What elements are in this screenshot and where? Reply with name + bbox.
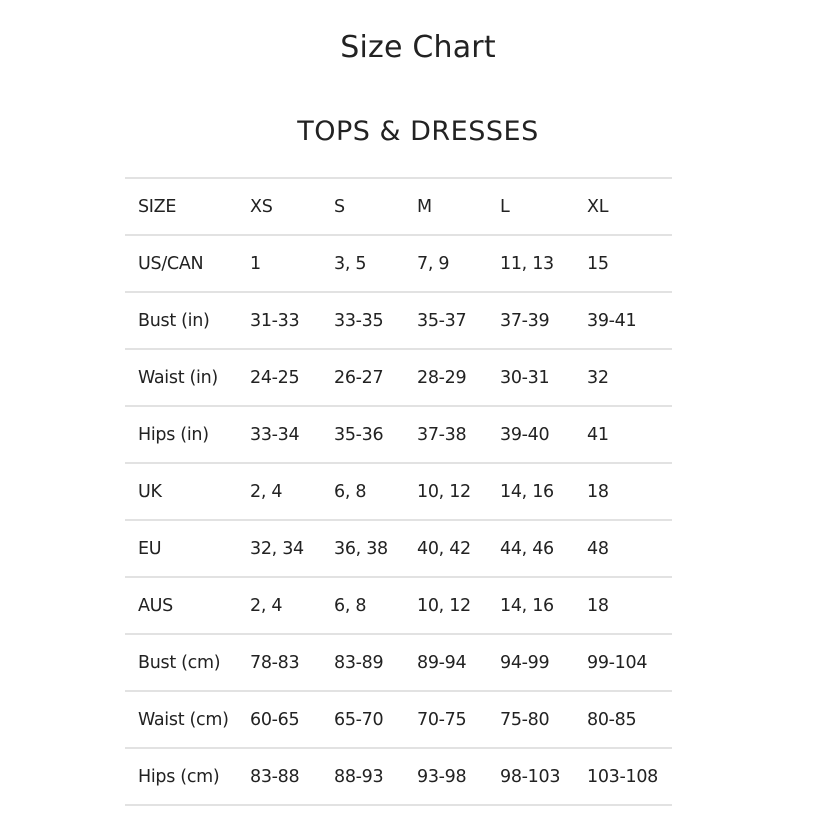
table-cell: 31-33 [250,292,334,350]
table-cell: 93-98 [417,748,500,806]
row-label: SIZE [125,178,250,236]
table-cell: 60-65 [250,691,334,749]
table-cell: 18 [587,463,672,521]
row-label: Hips (in) [125,406,250,464]
section-title: TOPS & DRESSES [297,116,539,147]
table-cell: 14, 16 [500,577,587,635]
table-cell: 24-25 [250,349,334,407]
table-cell: 44, 46 [500,520,587,578]
page-title: Size Chart [340,30,496,65]
row-label: Bust (cm) [125,634,250,692]
table-row: Hips (cm) 83-88 88-93 93-98 98-103 103-108 [125,748,672,806]
table-cell: 3, 5 [334,235,417,293]
row-label: AUS [125,577,250,635]
row-label: US/CAN [125,235,250,293]
table-row: Bust (in) 31-33 33-35 35-37 37-39 39-41 [125,292,672,350]
size-chart-table: SIZE XS S M L XL US/CAN 1 3, 5 7, 9 11, 13 15 Bust (… [125,177,672,806]
table-cell: XL [587,178,672,236]
table-cell: 6, 8 [334,577,417,635]
table-row: Hips (in) 33-34 35-36 37-38 39-40 41 [125,406,672,464]
table-cell: 36, 38 [334,520,417,578]
table-cell: 35-36 [334,406,417,464]
table-cell: 39-41 [587,292,672,350]
table-cell: 32, 34 [250,520,334,578]
row-label: Waist (cm) [125,691,250,749]
table-row: Waist (in) 24-25 26-27 28-29 30-31 32 [125,349,672,407]
table-cell: 99-104 [587,634,672,692]
table-cell: S [334,178,417,236]
table-cell: XS [250,178,334,236]
row-label: Waist (in) [125,349,250,407]
table-cell: 10, 12 [417,463,500,521]
table-cell: 41 [587,406,672,464]
table-cell: 94-99 [500,634,587,692]
table-cell: 83-88 [250,748,334,806]
table-cell: M [417,178,500,236]
table-cell: 35-37 [417,292,500,350]
table-cell: 88-93 [334,748,417,806]
table-cell: 37-39 [500,292,587,350]
table-cell: 33-35 [334,292,417,350]
table-cell: 40, 42 [417,520,500,578]
table-cell: 89-94 [417,634,500,692]
table-row: US/CAN 1 3, 5 7, 9 11, 13 15 [125,235,672,293]
table-cell: 7, 9 [417,235,500,293]
row-label: EU [125,520,250,578]
table-row: Bust (cm) 78-83 83-89 89-94 94-99 99-104 [125,634,672,692]
table-cell: 48 [587,520,672,578]
table-cell: 98-103 [500,748,587,806]
table-cell: 39-40 [500,406,587,464]
header-row: SIZE XS S M L XL [125,178,672,236]
table-cell: 32 [587,349,672,407]
table-cell: 75-80 [500,691,587,749]
table-cell: 10, 12 [417,577,500,635]
table-cell: 33-34 [250,406,334,464]
table-cell: 14, 16 [500,463,587,521]
table-row: UK 2, 4 6, 8 10, 12 14, 16 18 [125,463,672,521]
table-cell: 2, 4 [250,577,334,635]
row-label: Bust (in) [125,292,250,350]
table-cell: 65-70 [334,691,417,749]
row-label: Hips (cm) [125,748,250,806]
row-label: UK [125,463,250,521]
table-cell: 18 [587,577,672,635]
table-cell: 15 [587,235,672,293]
table-cell: 26-27 [334,349,417,407]
table-cell: 11, 13 [500,235,587,293]
table-cell: 70-75 [417,691,500,749]
table-cell: 80-85 [587,691,672,749]
table-cell: 30-31 [500,349,587,407]
table-cell: 83-89 [334,634,417,692]
table-cell: 1 [250,235,334,293]
table-cell: 103-108 [587,748,672,806]
table-cell: 78-83 [250,634,334,692]
table-cell: 28-29 [417,349,500,407]
table-cell: L [500,178,587,236]
table-row: AUS 2, 4 6, 8 10, 12 14, 16 18 [125,577,672,635]
table-cell: 37-38 [417,406,500,464]
table-row: EU 32, 34 36, 38 40, 42 44, 46 48 [125,520,672,578]
table-cell: 6, 8 [334,463,417,521]
table-cell: 2, 4 [250,463,334,521]
table-row: Waist (cm) 60-65 65-70 70-75 75-80 80-85 [125,691,672,749]
